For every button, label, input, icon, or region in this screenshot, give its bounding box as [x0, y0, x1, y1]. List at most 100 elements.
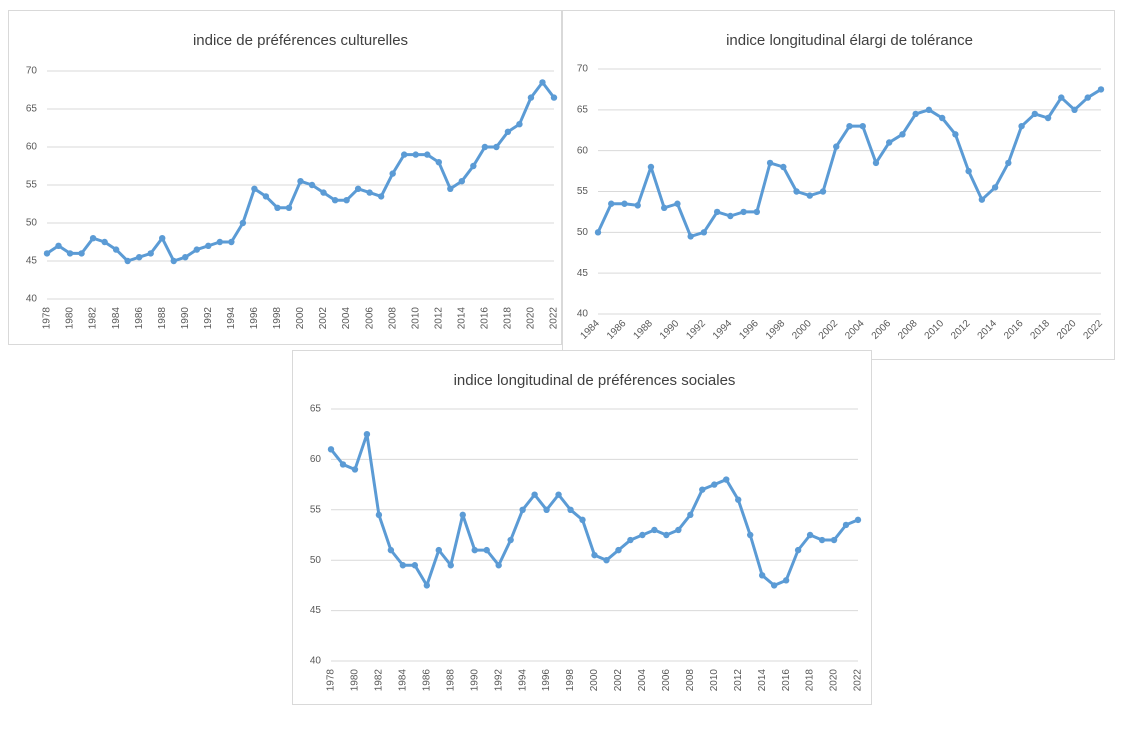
x-tick-label: 2012	[733, 669, 744, 692]
x-tick-label: 1994	[711, 318, 735, 342]
marker	[711, 481, 718, 488]
marker	[389, 170, 396, 177]
marker	[411, 562, 419, 569]
y-tick-label: 50	[310, 555, 322, 566]
marker	[1084, 94, 1091, 101]
marker	[846, 122, 853, 130]
marker	[550, 94, 558, 101]
x-tick-label: 1996	[737, 318, 761, 342]
x-tick-label: 2006	[870, 318, 894, 342]
marker	[1097, 86, 1105, 93]
x-tick-label: 2018	[805, 669, 816, 692]
line	[596, 88, 1102, 238]
marker	[354, 185, 362, 192]
x-tick-label: 1982	[374, 669, 385, 692]
x-tick-label: 1990	[180, 307, 191, 330]
marker	[470, 162, 477, 170]
marker	[424, 151, 431, 158]
marker	[675, 526, 682, 534]
marker	[699, 486, 706, 493]
marker	[579, 516, 586, 524]
x-tick-label: 1986	[421, 669, 432, 692]
marker	[766, 159, 774, 167]
marker	[627, 536, 634, 544]
marker	[412, 151, 419, 158]
x-tick-label: 2012	[433, 307, 444, 330]
y-tick-label: 65	[577, 104, 589, 115]
marker	[1071, 106, 1078, 114]
marker	[842, 521, 850, 529]
marker	[205, 242, 212, 249]
y-tick-label: 40	[577, 309, 589, 320]
y-tick-label: 45	[310, 605, 322, 616]
x-tick-label: 2020	[829, 669, 840, 692]
marker	[1031, 110, 1039, 118]
marker	[740, 208, 747, 216]
marker	[639, 531, 646, 539]
marker	[43, 250, 51, 257]
x-tick-label: 2004	[843, 318, 867, 342]
x-tick-label: 2008	[896, 318, 920, 342]
marker	[806, 531, 814, 539]
marker	[339, 461, 347, 468]
x-tick-label: 2016	[480, 307, 491, 330]
marker	[833, 143, 840, 150]
x-tick-label: 2010	[923, 318, 947, 342]
marker	[55, 242, 62, 249]
x-tick-label: 1994	[226, 307, 237, 330]
y-tick-label: 70	[26, 66, 38, 77]
marker	[819, 188, 827, 195]
marker	[531, 491, 538, 498]
marker	[375, 511, 383, 519]
marker	[647, 163, 655, 171]
y-tick-label: 65	[310, 404, 322, 415]
marker	[615, 546, 622, 554]
marker	[159, 235, 166, 242]
x-tick-label: 2010	[709, 669, 720, 692]
x-tick-label: 1992	[684, 318, 708, 342]
marker	[782, 577, 790, 584]
x-tick-label: 1988	[631, 318, 655, 342]
marker	[216, 238, 224, 246]
marker	[228, 238, 235, 246]
chart: indice longitudinal de préférences socia…	[292, 350, 872, 705]
x-tick-label: 1978	[42, 307, 53, 330]
x-tick-label: 1984	[398, 669, 409, 692]
marker	[794, 546, 802, 554]
x-tick-label: 2014	[757, 669, 768, 692]
marker	[459, 511, 466, 519]
marker	[112, 246, 120, 253]
x-tick-label: 2020	[1055, 318, 1079, 342]
x-tick-label: 1990	[658, 318, 682, 342]
y-tick-label: 50	[26, 218, 38, 229]
x-tick-label: 1986	[605, 318, 629, 342]
x-tick-label: 1984	[578, 318, 602, 342]
marker	[527, 94, 535, 101]
x-tick-label: 1978	[326, 669, 337, 692]
marker	[343, 197, 350, 204]
marker	[504, 128, 512, 135]
y-tick-label: 65	[26, 104, 38, 115]
y-tick-label: 60	[310, 454, 322, 465]
marker	[377, 193, 385, 200]
x-tick-label: 2012	[949, 318, 973, 342]
marker	[297, 178, 304, 185]
marker	[1005, 159, 1012, 167]
marker	[687, 511, 694, 519]
marker	[519, 506, 526, 513]
marker	[327, 446, 335, 453]
marker	[978, 196, 986, 203]
y-tick-label: 50	[577, 227, 589, 238]
marker	[651, 526, 658, 534]
marker	[912, 110, 919, 118]
x-tick-label: 2016	[781, 669, 792, 692]
y-tick-label: 60	[26, 142, 38, 153]
x-tick-label: 2002	[318, 307, 329, 330]
marker	[447, 562, 454, 569]
marker	[458, 178, 466, 185]
marker	[401, 151, 408, 158]
marker	[854, 516, 862, 524]
marker	[543, 506, 550, 513]
marker	[471, 546, 478, 554]
marker	[594, 229, 602, 236]
